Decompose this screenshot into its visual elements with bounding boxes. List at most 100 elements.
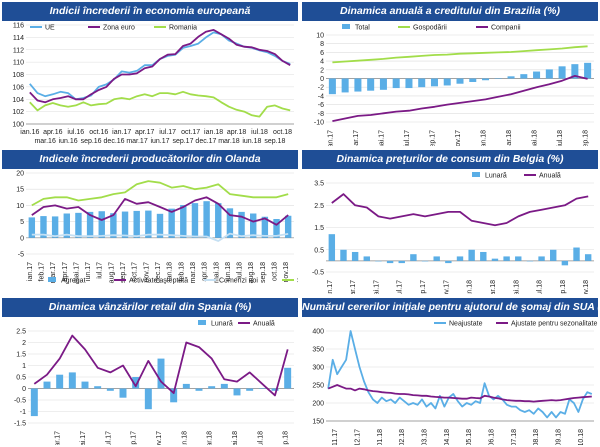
bar-lunara <box>233 388 241 396</box>
bar-total <box>482 78 490 81</box>
y-tick-label: 4 <box>320 59 324 66</box>
y-tick-label: 20 <box>16 171 24 178</box>
y-tick-label: 300 <box>312 365 324 372</box>
series-line-stocuri <box>31 180 289 207</box>
x-tick-label: dec.17 <box>195 138 216 145</box>
y-tick-label: 102 <box>12 109 24 116</box>
x-tick-label: sep.18 <box>283 431 290 445</box>
legend-label: Anuală <box>539 173 561 180</box>
chart-euro-confidence: 100 102 104 106 108 110 112 114 116 ian.16 apr.16 i… <box>12 23 294 145</box>
y-tick-label: 0 <box>22 386 26 393</box>
bar-lunara <box>208 386 216 389</box>
bar-total <box>392 78 400 89</box>
bar-lunara <box>56 374 64 389</box>
y-tick-label: 100 <box>12 122 24 129</box>
x-tick-label: mai.18 <box>232 431 239 445</box>
bar-lunara <box>421 260 429 262</box>
x-tick-label: ian.17 <box>327 130 334 146</box>
x-tick-label: iul.18 <box>537 280 544 294</box>
bar-total <box>405 78 413 89</box>
y-tick-label: 250 <box>312 383 324 390</box>
bar-total <box>456 78 464 84</box>
y-tick-label: 2 <box>22 340 26 347</box>
x-tick-label: oct.17 <box>132 262 139 281</box>
bar-lunara <box>195 388 203 391</box>
chart-netherlands-producers: -5 0 5 10 15 20 ian.17 feb.17 mar.17 apr.17 mai.17… <box>16 171 298 285</box>
y-tick-label: -4 <box>318 93 324 100</box>
y-tick-label: 0.5 <box>16 375 26 382</box>
x-tick-label: nov.17 <box>143 262 150 283</box>
bar-agregat <box>121 211 129 238</box>
x-tick-label: iul.18 <box>237 262 244 279</box>
bar-agregat <box>98 211 105 238</box>
x-tick-label: iul.18 <box>557 130 564 146</box>
y-tick-label: 150 <box>312 419 324 426</box>
bar-lunara <box>375 260 382 262</box>
y-tick-label: 2.5 <box>16 329 26 336</box>
y-tick-label: 2 <box>320 67 324 74</box>
bar-total <box>379 78 387 90</box>
x-tick-label: iun.16 <box>59 138 78 145</box>
legend-label: UE <box>45 25 55 32</box>
bar-lunara <box>561 260 569 266</box>
chart-panel-us-jobless-claims: Numărul cererilor iniţiale pentru ajutor… <box>302 298 598 445</box>
y-tick-label: -0.5 <box>14 398 26 405</box>
series-line-ue <box>29 31 291 101</box>
x-tick-label: ian.18 <box>167 262 174 281</box>
bar-agregat <box>273 219 280 238</box>
bar-total <box>571 64 579 79</box>
bar-lunara <box>433 256 440 261</box>
bar-agregat <box>28 217 36 238</box>
bar-lunara <box>398 260 405 264</box>
x-tick-label: mar.18 <box>190 262 197 284</box>
bar-total <box>443 78 451 86</box>
y-tick-label: 2.5 <box>314 203 324 210</box>
bar-lunara <box>340 249 347 261</box>
x-tick-label: sep.18 <box>264 138 285 145</box>
series-line-zona-euro <box>29 28 291 104</box>
x-tick-label: apr.16 <box>43 129 63 136</box>
bar-agregat <box>145 210 152 238</box>
bar-agregat <box>75 212 82 238</box>
bar-total <box>494 78 502 79</box>
y-tick-label: 0 <box>20 235 24 242</box>
bar-lunara <box>182 383 190 389</box>
x-tick-label: iun.17 <box>85 262 92 281</box>
x-tick-label: mai.18 <box>213 262 220 283</box>
bar-lunara <box>258 388 266 389</box>
legend-label: Companii <box>491 25 521 32</box>
y-tick-label: 116 <box>13 23 24 30</box>
x-tick-label: ian.17 <box>327 280 334 294</box>
chart-panel-belgium-prices: Dinamica preţurilor de consum din Belgia… <box>302 150 598 294</box>
bar-agregat <box>191 203 199 238</box>
x-tick-label: iun.17 <box>150 138 169 145</box>
x-tick-label: mar.17 <box>126 138 148 145</box>
x-tick-label: 25.11.17 <box>332 429 339 445</box>
x-tick-label: mai.18 <box>532 130 539 146</box>
y-tick-label: 106 <box>12 84 24 91</box>
x-tick-label: iul.18 <box>257 431 264 445</box>
x-tick-label: sep.18 <box>583 130 590 146</box>
x-tick-label: feb.18 <box>178 262 185 282</box>
x-tick-label: 25.04.18 <box>444 429 451 445</box>
x-tick-label: oct.16 <box>89 129 108 136</box>
bar-total <box>533 71 541 79</box>
legend-label: Ajustate pentru sezonalitate <box>511 321 597 328</box>
x-tick-label: mar.17 <box>50 262 57 284</box>
x-tick-label: nov.18 <box>583 280 590 294</box>
y-tick-label: 3.5 <box>314 181 324 188</box>
chart-panel-brazil-credit: Dinamica anuală a creditului din Brazili… <box>302 2 598 146</box>
bar-total <box>507 76 515 79</box>
bar-lunara <box>157 358 165 389</box>
series-line-neajustate <box>327 330 593 419</box>
x-tick-label: iul.17 <box>404 130 411 146</box>
x-tick-label: ian.17 <box>27 262 34 281</box>
legend-label: Gospodării <box>413 25 447 32</box>
x-tick-label: ian.18 <box>204 129 223 136</box>
legend-label: Comenzi noi <box>219 278 258 285</box>
legend-label: Stocuri <box>297 278 298 285</box>
series-line-gospodarii <box>332 45 588 64</box>
bar-lunara <box>94 386 102 389</box>
chart-belgium-prices: -0.5 0.5 1.5 2.5 3.5 ian.17 mar.17 mai.17 iul.17… <box>312 172 594 294</box>
bar-lunara <box>386 260 394 264</box>
